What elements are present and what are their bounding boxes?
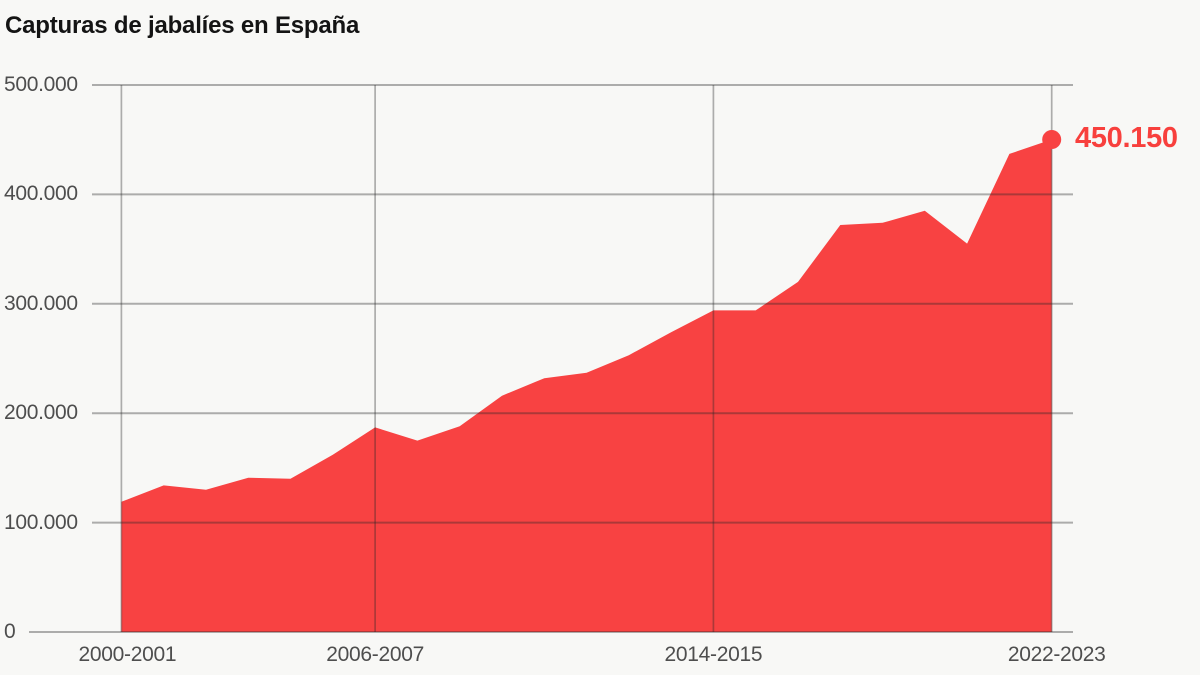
chart-title: Capturas de jabalíes en España: [5, 12, 360, 39]
x-tick-label: 2000-2001: [78, 643, 177, 666]
area-series-fill: [121, 139, 1052, 632]
x-tick-label: 2022-2023: [1007, 643, 1106, 666]
y-tick-label: 500.000: [4, 73, 78, 96]
y-tick-label: 0: [4, 620, 16, 643]
end-point-value-label: 450.150: [1075, 121, 1178, 154]
y-tick-label: 100.000: [4, 510, 78, 534]
y-tick-label: 400.000: [4, 182, 78, 206]
x-tick-label: 2014-2015: [664, 643, 763, 666]
y-tick-label: 300.000: [4, 291, 78, 315]
x-tick-label: 2006-2007: [326, 643, 424, 666]
end-point-marker: [1042, 130, 1062, 150]
y-tick-label: 200.000: [4, 401, 78, 425]
